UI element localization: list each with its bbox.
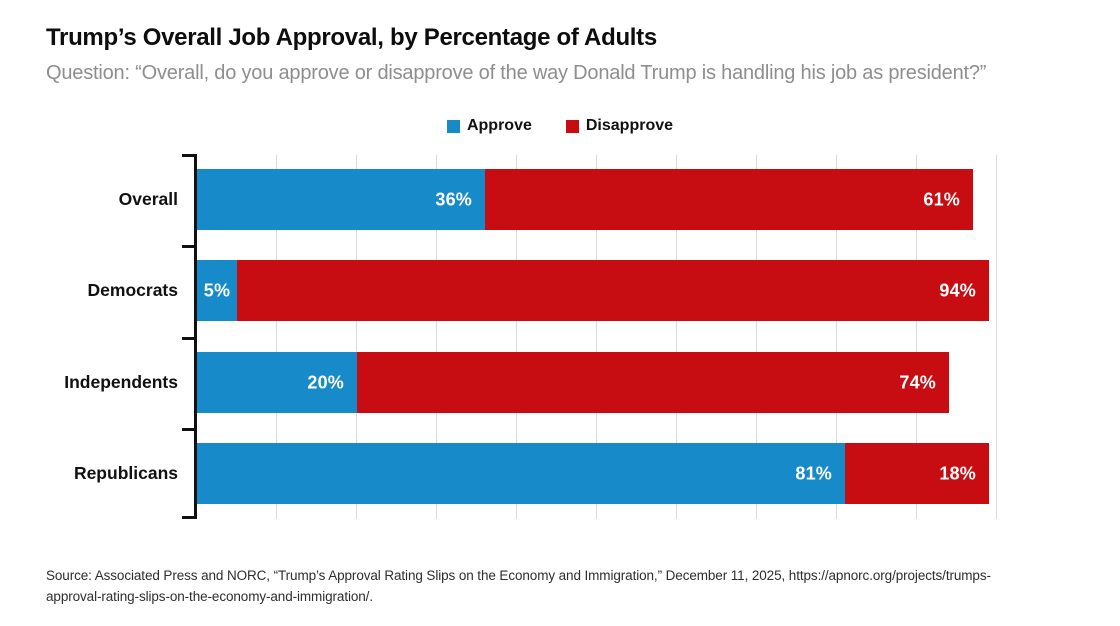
gridline-70 xyxy=(756,155,757,519)
category-label-republicans: Republicans xyxy=(73,463,178,483)
bar-segment-approve-independents: 20% xyxy=(197,352,357,413)
bar-row-democrats: Democrats 5% 94% xyxy=(0,245,1120,336)
bar-segment-disapprove-overall: 61% xyxy=(485,169,973,230)
category-label-overall: Overall xyxy=(118,189,178,209)
bar-value-label-approve-republicans: 81% xyxy=(795,463,832,483)
bar-segment-approve-democrats: 5% xyxy=(197,260,237,321)
bar-row-overall: Overall 36% 61% xyxy=(0,154,1120,245)
bar-row-independents: Independents 20% 74% xyxy=(0,337,1120,428)
y-axis-line xyxy=(194,154,197,519)
bar-track-overall: 36% 61% xyxy=(197,169,973,230)
axis-tick-2 xyxy=(182,337,195,340)
chart-title: Trump’s Overall Job Approval, by Percent… xyxy=(46,24,657,51)
axis-tick-4 xyxy=(182,516,195,519)
axis-tick-1 xyxy=(182,245,195,248)
bar-track-independents: 20% 74% xyxy=(197,352,949,413)
legend: Approve Disapprove xyxy=(0,117,1120,135)
category-label-independents: Independents xyxy=(64,372,178,392)
bar-value-label-approve-independents: 20% xyxy=(307,372,344,392)
bar-value-label-disapprove-overall: 61% xyxy=(923,189,960,209)
axis-tick-3 xyxy=(182,428,195,431)
axis-tick-0 xyxy=(182,154,195,157)
bar-segment-disapprove-republicans: 18% xyxy=(845,443,989,504)
legend-swatch-disapprove xyxy=(565,119,579,133)
bar-value-label-approve-democrats: 5% xyxy=(203,280,231,300)
gridline-60 xyxy=(676,155,677,519)
gridline-100 xyxy=(996,155,997,519)
bar-value-label-approve-overall: 36% xyxy=(435,189,472,209)
legend-item-approve: Approve xyxy=(446,117,532,135)
bar-segment-disapprove-democrats: 94% xyxy=(237,260,989,321)
chart-subtitle: Question: “Overall, do you approve or di… xyxy=(46,62,987,84)
bar-segment-approve-republicans: 81% xyxy=(197,443,845,504)
bar-segment-approve-overall: 36% xyxy=(197,169,485,230)
chart: Overall 36% 61% Democrats 5% 94% Independents 2… xyxy=(0,154,1120,520)
source-note: Source: Associated Press and NORC, “Trum… xyxy=(46,568,991,604)
legend-item-disapprove: Disapprove xyxy=(565,117,674,135)
gridline-10 xyxy=(276,155,277,519)
gridline-90 xyxy=(916,155,917,519)
bar-row-republicans: Republicans 81% 18% xyxy=(0,428,1120,519)
bar-value-label-disapprove-republicans: 18% xyxy=(939,463,976,483)
gridline-30 xyxy=(436,155,437,519)
legend-swatch-approve xyxy=(446,119,460,133)
bar-segment-disapprove-independents: 74% xyxy=(357,352,949,413)
gridline-80 xyxy=(836,155,837,519)
bar-track-republicans: 81% 18% xyxy=(197,443,989,504)
bar-track-democrats: 5% 94% xyxy=(197,260,989,321)
gridline-20 xyxy=(356,155,357,519)
gridline-50 xyxy=(596,155,597,519)
bar-value-label-disapprove-democrats: 94% xyxy=(939,280,976,300)
bar-value-label-disapprove-independents: 74% xyxy=(899,372,936,392)
legend-label-disapprove: Disapprove xyxy=(585,117,674,134)
gridline-40 xyxy=(516,155,517,519)
legend-label-approve: Approve xyxy=(466,117,532,134)
category-label-democrats: Democrats xyxy=(87,280,178,300)
